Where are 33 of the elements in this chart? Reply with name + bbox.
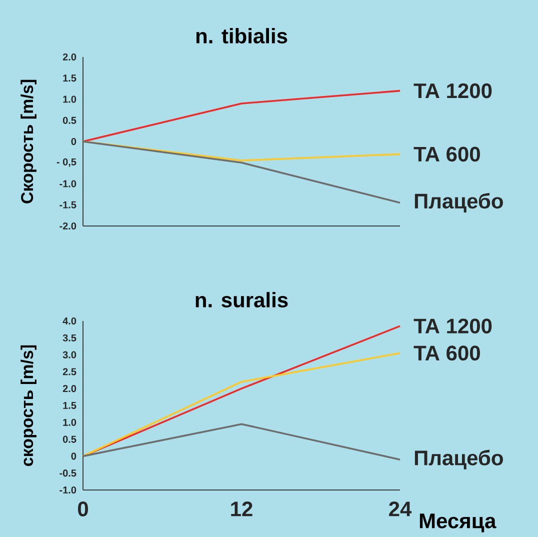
y-tick-label: 2.0 [62,385,76,392]
series-label: TA 600 [414,146,480,162]
y-tick-label: -1.0 [60,180,76,188]
y-tick-label: 0 [71,452,76,460]
series-label: Плацебо [414,192,503,213]
y-tick-label: 1.0 [63,418,76,426]
y-axis-title: Скорость [m/s] [20,80,36,204]
x-axis-title: Месяца [420,514,496,532]
y-tick-label: 0 [71,138,76,146]
y-tick-label: 1.0 [63,96,76,103]
y-tick-label: -1.5 [60,201,76,208]
x-tick-label: 12 [231,502,252,516]
series-label: TA 1200 [414,318,492,334]
series-label: Плацебо [414,450,503,470]
y-tick-label: 2.0 [62,53,76,61]
y-tick-label: 0.5 [62,116,76,124]
y-tick-label: -1.0 [60,486,76,494]
y-tick-label: - 0,5 [56,158,76,167]
y-tick-label: 1.5 [63,74,76,82]
y-tick-label: -0.5 [60,470,76,477]
x-tick-label: 24 [389,502,412,516]
chart-title: n. tibialis [196,28,288,44]
series-label: TA 1200 [414,83,492,98]
y-tick-label: 0.5 [62,436,76,443]
chart-title: n. suralis [196,292,288,308]
y-tick-label: 4.0 [62,317,76,325]
y-axis-title: скорость [m/s] [20,345,36,466]
y-tick-label: 1.5 [63,402,76,409]
y-tick-label: -2.0 [60,222,76,230]
y-tick-label: 3.0 [62,351,76,358]
y-tick-label: 3.5 [62,334,76,342]
y-tick-label: 2.5 [62,368,76,376]
series-label: TA 600 [414,346,480,361]
